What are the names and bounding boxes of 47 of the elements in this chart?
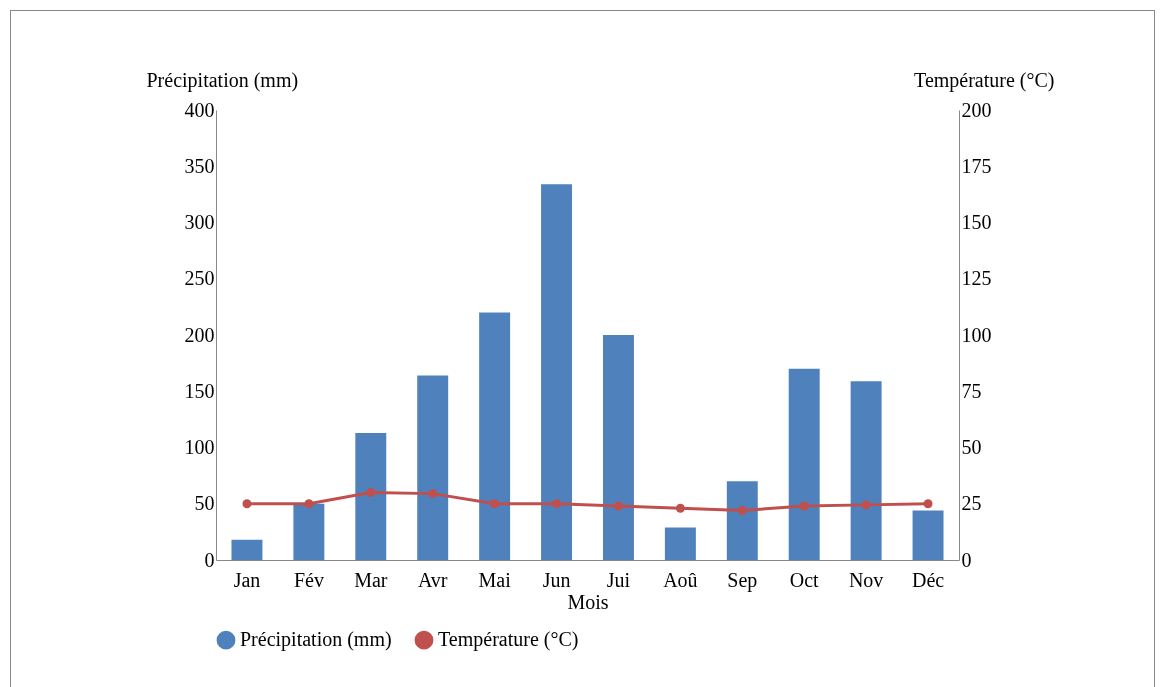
y-tick-label: 400 [184, 98, 215, 121]
y-axis-title: Précipitation (mm) [146, 68, 299, 92]
bar [912, 510, 944, 560]
x-tick-label: Fév [293, 568, 324, 591]
x-tick-label: Jui [606, 568, 631, 591]
y2-tick-label: 75 [961, 379, 982, 402]
legend-label: Température (°C) [438, 628, 579, 652]
y2-tick-label: 50 [961, 436, 982, 458]
y-tick-label: 300 [184, 211, 215, 233]
y2-tick-label: 175 [961, 154, 992, 177]
x-tick-label: Avr [417, 568, 448, 591]
y2-tick-label: 200 [961, 98, 992, 121]
y2-tick-label: 0 [961, 548, 972, 571]
bar [417, 375, 449, 560]
y2-tick-label: 25 [961, 492, 982, 515]
x-tick-label: Nov [848, 568, 884, 591]
y-tick-label: 250 [184, 267, 215, 290]
bar [355, 432, 387, 560]
y-tick-label: 150 [184, 379, 215, 402]
y-tick-label: 100 [184, 436, 215, 458]
x-tick-label: Déc [911, 568, 945, 591]
bar [479, 312, 511, 560]
bar [788, 368, 820, 560]
x-tick-label: Oct [789, 568, 820, 591]
x-tick-label: Jan [233, 568, 261, 591]
y-tick-label: 200 [184, 323, 215, 346]
x-axis-title: Mois [567, 590, 609, 613]
bar [664, 527, 696, 560]
x-tick-label: Aoû [663, 568, 698, 591]
bar [726, 481, 758, 560]
legend-label: Précipitation (mm) [240, 628, 392, 652]
y-tick-label: 350 [184, 154, 215, 177]
bar [541, 184, 573, 560]
x-tick-label: Mai [478, 568, 512, 591]
y2-tick-label: 100 [961, 323, 992, 346]
y-tick-label: 50 [194, 492, 215, 515]
bar [602, 335, 634, 560]
x-tick-label: Jun [542, 568, 571, 591]
y-tick-label: 0 [204, 548, 215, 571]
y2-tick-label: 125 [961, 267, 992, 290]
y2-tick-label: 150 [961, 211, 992, 233]
y2-axis-title: Température (°C) [914, 68, 1055, 92]
bar [231, 539, 263, 560]
x-tick-label: Sep [727, 568, 758, 592]
bar [293, 503, 325, 560]
x-tick-label: Mar [354, 568, 388, 591]
bar [850, 381, 882, 560]
